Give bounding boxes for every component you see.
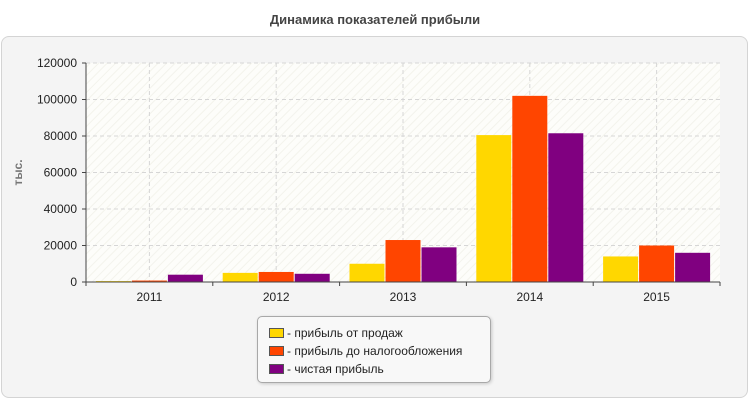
bar — [639, 245, 675, 282]
y-tick-label: 60000 — [44, 166, 78, 180]
legend-swatch-sales-profit — [269, 328, 284, 338]
bar — [548, 133, 584, 282]
bar — [258, 271, 294, 282]
legend-dash: - — [287, 326, 291, 340]
bar — [349, 263, 385, 282]
bar — [131, 280, 167, 282]
x-tick-label: 2014 — [516, 290, 543, 304]
x-tick-label: 2012 — [263, 290, 290, 304]
y-tick-label: 120000 — [37, 56, 77, 70]
chart-title: Динамика показателей прибыли — [269, 12, 481, 27]
x-tick-labels: 2011 2012 2013 2014 2015 — [136, 290, 670, 304]
bar — [675, 252, 711, 282]
bar — [294, 273, 330, 282]
x-tick-label: 2011 — [136, 290, 162, 304]
legend: - прибыль от продаж - прибыль до налогоо… — [257, 316, 491, 383]
legend-swatch-net-profit — [269, 364, 284, 374]
legend-dash: - — [287, 344, 291, 358]
x-tick-label: 2015 — [643, 290, 670, 304]
y-tick-label: 80000 — [44, 129, 78, 143]
bar — [421, 247, 457, 282]
y-tick-label: 20000 — [44, 239, 78, 253]
y-axis-label: тыс. — [11, 159, 25, 185]
bar — [385, 240, 421, 282]
y-tick-label: 100000 — [37, 93, 77, 107]
bar — [167, 274, 203, 282]
bar — [222, 272, 258, 282]
legend-item-net-profit: - чистая прибыль — [269, 362, 384, 376]
bar — [603, 256, 639, 282]
y-tick-label: 0 — [70, 275, 77, 289]
legend-item-sales-profit: - прибыль от продаж — [269, 326, 403, 340]
legend-dash: - — [287, 362, 291, 376]
legend-label-pretax-profit: прибыль до налогообложения — [294, 344, 463, 358]
legend-swatch-pretax-profit — [269, 346, 284, 356]
legend-label-sales-profit: прибыль от продаж — [294, 326, 403, 340]
bars-group — [95, 95, 711, 282]
y-tick-labels: 0 20000 40000 60000 80000 100000 120000 — [37, 56, 77, 289]
legend-label-net-profit: чистая прибыль — [294, 362, 384, 376]
y-tick-label: 40000 — [44, 202, 78, 216]
legend-item-pretax-profit: - прибыль до налогообложения — [269, 344, 462, 358]
bar — [512, 95, 548, 282]
axes — [82, 62, 721, 286]
bar — [476, 135, 512, 282]
x-tick-label: 2013 — [390, 290, 417, 304]
